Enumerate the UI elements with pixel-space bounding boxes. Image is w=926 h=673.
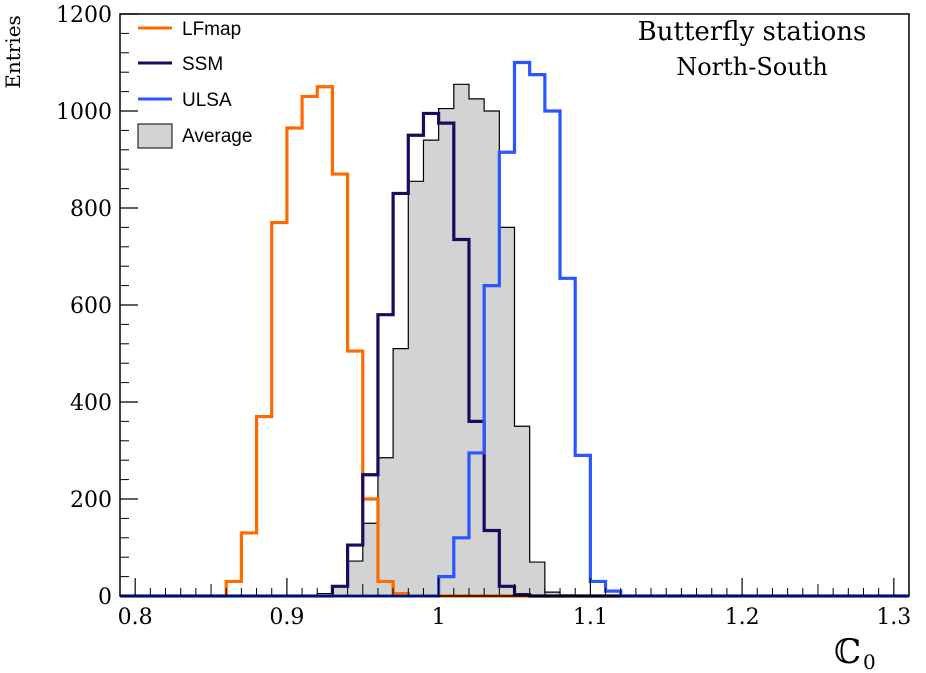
- y-tick-label: 0: [98, 585, 112, 610]
- legend-label-ulsa: ULSA: [182, 90, 232, 111]
- x-tick-label: 1.1: [573, 605, 608, 630]
- legend-swatch-average: [137, 123, 173, 149]
- legend: LFmap SSM ULSA Average: [137, 19, 252, 149]
- ticks-layer: 0.8 0.9 1 1.1 1.2 1.3 0 200 400 600 800 1000 1200: [56, 3, 911, 630]
- y-tick-label: 400: [70, 391, 112, 416]
- x-tick-label: 0.9: [269, 605, 304, 630]
- legend-label-average: Average: [182, 126, 252, 147]
- y-tick-label: 1000: [56, 100, 112, 125]
- y-tick-label: 800: [70, 197, 112, 222]
- legend-item-ulsa: ULSA: [138, 90, 232, 111]
- legend-item-average: Average: [137, 123, 252, 149]
- x-tick-label: 0.8: [118, 605, 153, 630]
- y-tick-label: 200: [70, 488, 112, 513]
- legend-label-lfmap: LFmap: [182, 19, 241, 40]
- x-axis-label-main: ℂ: [834, 632, 861, 672]
- x-axis-label-subscript: 0: [863, 650, 876, 673]
- legend-label-ssm: SSM: [182, 54, 223, 75]
- x-axis-label: ℂ 0: [834, 632, 876, 673]
- x-tick-label: 1.3: [876, 605, 911, 630]
- legend-item-lfmap: LFmap: [138, 19, 241, 40]
- x-tick-label: 1: [432, 605, 446, 630]
- y-axis-label: Entries: [1, 15, 25, 89]
- y-tick-label: 1200: [56, 3, 112, 28]
- x-tick-label: 1.2: [725, 605, 760, 630]
- y-tick-label: 600: [70, 294, 112, 319]
- chart-subtitle: North-South: [676, 53, 828, 81]
- chart-title: Butterfly stations: [638, 17, 867, 47]
- legend-item-ssm: SSM: [138, 54, 223, 75]
